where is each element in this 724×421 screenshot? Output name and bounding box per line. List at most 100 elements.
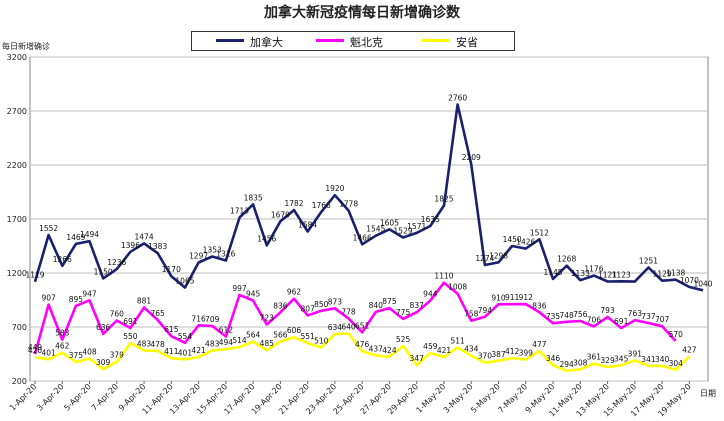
data-label: 836 — [273, 301, 288, 310]
legend-label-ontario: 安省 — [456, 36, 478, 49]
chart-title: 加拿大新冠疫情每日新增确诊数 — [264, 5, 460, 21]
data-label: 944 — [423, 290, 438, 299]
data-label: 2760 — [448, 94, 467, 103]
data-label: 1129 — [653, 270, 672, 279]
data-label: 341 — [641, 355, 656, 364]
data-label: 794 — [478, 306, 493, 315]
data-label: 1040 — [693, 279, 712, 288]
data-label: 1353 — [203, 245, 222, 254]
data-label: 1236 — [107, 258, 126, 267]
data-label: 1552 — [39, 224, 58, 233]
y-tick-label: 3200 — [7, 53, 27, 62]
data-label: 716 — [191, 314, 206, 323]
data-label: 606 — [287, 326, 302, 335]
x-axis-label: 日期 — [700, 389, 716, 398]
data-label: 1138 — [666, 269, 685, 278]
data-label: 401 — [41, 348, 56, 357]
legend-swatch-canada — [216, 39, 244, 42]
data-label: 1110 — [434, 272, 453, 281]
data-label: 1920 — [325, 184, 344, 193]
data-label: 411 — [164, 347, 179, 356]
data-label: 1176 — [584, 265, 603, 274]
data-label: 408 — [82, 348, 97, 357]
data-label: 1251 — [639, 256, 658, 265]
data-label: 836 — [532, 301, 547, 310]
data-label: 434 — [464, 345, 479, 354]
y-tick-label: 2200 — [7, 161, 27, 170]
data-label: 1316 — [216, 249, 235, 258]
data-label: 1766 — [312, 201, 331, 210]
data-label: 735 — [546, 312, 561, 321]
data-label: 765 — [151, 309, 166, 318]
data-label: 911 — [505, 293, 520, 302]
data-label: 907 — [41, 294, 56, 303]
data-label: 875 — [382, 297, 397, 306]
data-label: 1266 — [53, 255, 72, 264]
data-label: 401 — [178, 348, 193, 357]
data-label: 514 — [232, 336, 247, 345]
data-label: 477 — [532, 340, 547, 349]
data-label: 748 — [560, 311, 575, 320]
data-label: 778 — [341, 308, 356, 317]
data-label: 345 — [614, 354, 629, 363]
data-label: 309 — [96, 358, 111, 367]
data-label: 1298 — [489, 251, 508, 260]
data-label: 756 — [573, 310, 588, 319]
data-label: 793 — [600, 306, 615, 315]
data-label: 758 — [464, 310, 479, 319]
data-label: 379 — [110, 351, 125, 360]
data-label: 945 — [246, 290, 261, 299]
data-label: 420 — [28, 346, 43, 355]
data-label: 421 — [191, 346, 206, 355]
y-axis-label: 每日新增确诊 — [2, 42, 50, 51]
data-label: 1512 — [530, 228, 549, 237]
data-label: 962 — [287, 288, 302, 297]
data-label: 1145 — [543, 268, 562, 277]
data-label: 412 — [505, 347, 520, 356]
data-label: 1070 — [680, 276, 699, 285]
data-label: 399 — [519, 349, 534, 358]
data-label: 1456 — [257, 234, 276, 243]
series-line-canada — [33, 103, 704, 292]
data-label: 1782 — [284, 199, 303, 208]
data-label: 361 — [587, 353, 602, 362]
data-label: 387 — [491, 350, 506, 359]
data-label: 1170 — [162, 265, 181, 274]
series-line-ontario — [34, 332, 691, 373]
data-label: 483 — [205, 339, 220, 348]
data-label: 2209 — [462, 153, 481, 162]
data-label: 1450 — [503, 235, 522, 244]
y-tick-label: 200 — [12, 377, 27, 386]
data-label: 550 — [123, 332, 138, 341]
y-tick-label: 700 — [12, 323, 27, 332]
data-label: 723 — [260, 314, 275, 323]
data-label: 691 — [614, 317, 629, 326]
data-label: 1383 — [148, 242, 167, 251]
data-label: 478 — [151, 340, 166, 349]
series-line-quebec — [33, 281, 677, 355]
y-tick-label: 1700 — [7, 215, 27, 224]
data-label: 1426 — [516, 238, 535, 247]
data-label: 1825 — [434, 195, 453, 204]
data-label: 391 — [628, 349, 643, 358]
data-label: 1297 — [189, 252, 208, 261]
data-label: 1778 — [339, 200, 358, 209]
data-label: 564 — [246, 331, 261, 340]
legend-swatch-quebec — [316, 39, 344, 42]
data-label: 525 — [396, 335, 411, 344]
data-label: 912 — [519, 293, 534, 302]
data-label: 1835 — [244, 193, 263, 202]
data-label: 551 — [300, 332, 315, 341]
y-tick-label: 1200 — [7, 269, 27, 278]
data-label: 612 — [219, 326, 234, 335]
data-label: 775 — [396, 308, 411, 317]
data-label: 807 — [300, 304, 315, 313]
legend-swatch-ontario — [422, 39, 450, 42]
data-label: 1713 — [230, 207, 249, 216]
data-label: 1635 — [421, 215, 440, 224]
data-label: 370 — [478, 352, 493, 361]
data-label: 707 — [655, 315, 670, 324]
data-label: 1268 — [557, 255, 576, 264]
data-label: 1494 — [80, 230, 99, 239]
